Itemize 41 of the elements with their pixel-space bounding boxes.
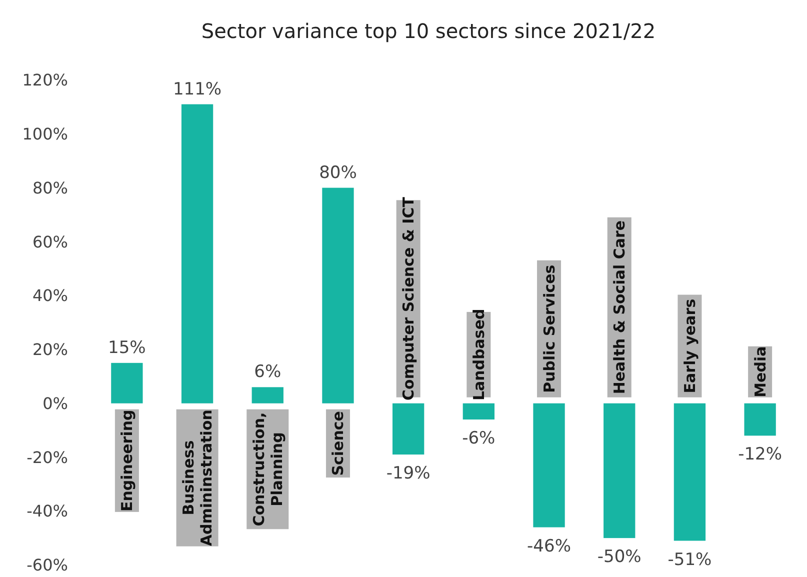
x-tick-label: Public Services — [540, 264, 558, 393]
data-label: -12% — [738, 444, 782, 465]
y-tick-label: 40% — [32, 286, 68, 306]
x-tick-label: Media — [751, 346, 770, 398]
data-label: 80% — [319, 162, 357, 183]
y-tick-label: 100% — [22, 124, 68, 144]
y-tick-label: 20% — [32, 340, 68, 360]
data-label: -50% — [597, 547, 642, 568]
data-label: -19% — [386, 464, 430, 484]
bar — [604, 403, 636, 538]
x-tick-label: Computer Science & ICT — [400, 196, 418, 400]
data-label: 15% — [108, 338, 146, 358]
x-tick-label: Landbased — [470, 308, 488, 401]
data-label: -46% — [527, 536, 571, 556]
x-tick-label: Health & Social Care — [610, 220, 629, 394]
bar — [252, 387, 284, 404]
x-tick-label: Early years — [680, 298, 699, 394]
bar — [111, 362, 143, 404]
data-label: -51% — [668, 550, 712, 570]
data-label: 6% — [254, 362, 282, 382]
y-tick-label: 80% — [32, 178, 68, 198]
y-tick-label: -20% — [26, 448, 68, 467]
bar — [392, 403, 424, 455]
y-tick-label: 60% — [32, 232, 68, 252]
bar — [674, 403, 706, 541]
x-tick-label: Science — [329, 411, 348, 476]
bar — [462, 403, 495, 420]
x-tick-label: Construction, Planning — [250, 412, 286, 526]
bar — [744, 403, 776, 436]
x-tick-label: Engineering — [118, 410, 136, 512]
bar — [322, 188, 354, 404]
bar — [533, 403, 565, 528]
chart-title: Sector variance top 10 sectors since 2021/22 — [201, 19, 656, 43]
y-tick-label: 120% — [22, 70, 68, 90]
y-tick-label: 0% — [42, 394, 68, 413]
y-tick-label: -40% — [26, 502, 68, 521]
data-label: 111% — [172, 79, 222, 100]
data-label: -6% — [462, 428, 496, 448]
x-tick-label: Business Admininstration — [180, 410, 216, 546]
bar — [181, 104, 214, 404]
y-tick-label: -60% — [26, 556, 68, 575]
